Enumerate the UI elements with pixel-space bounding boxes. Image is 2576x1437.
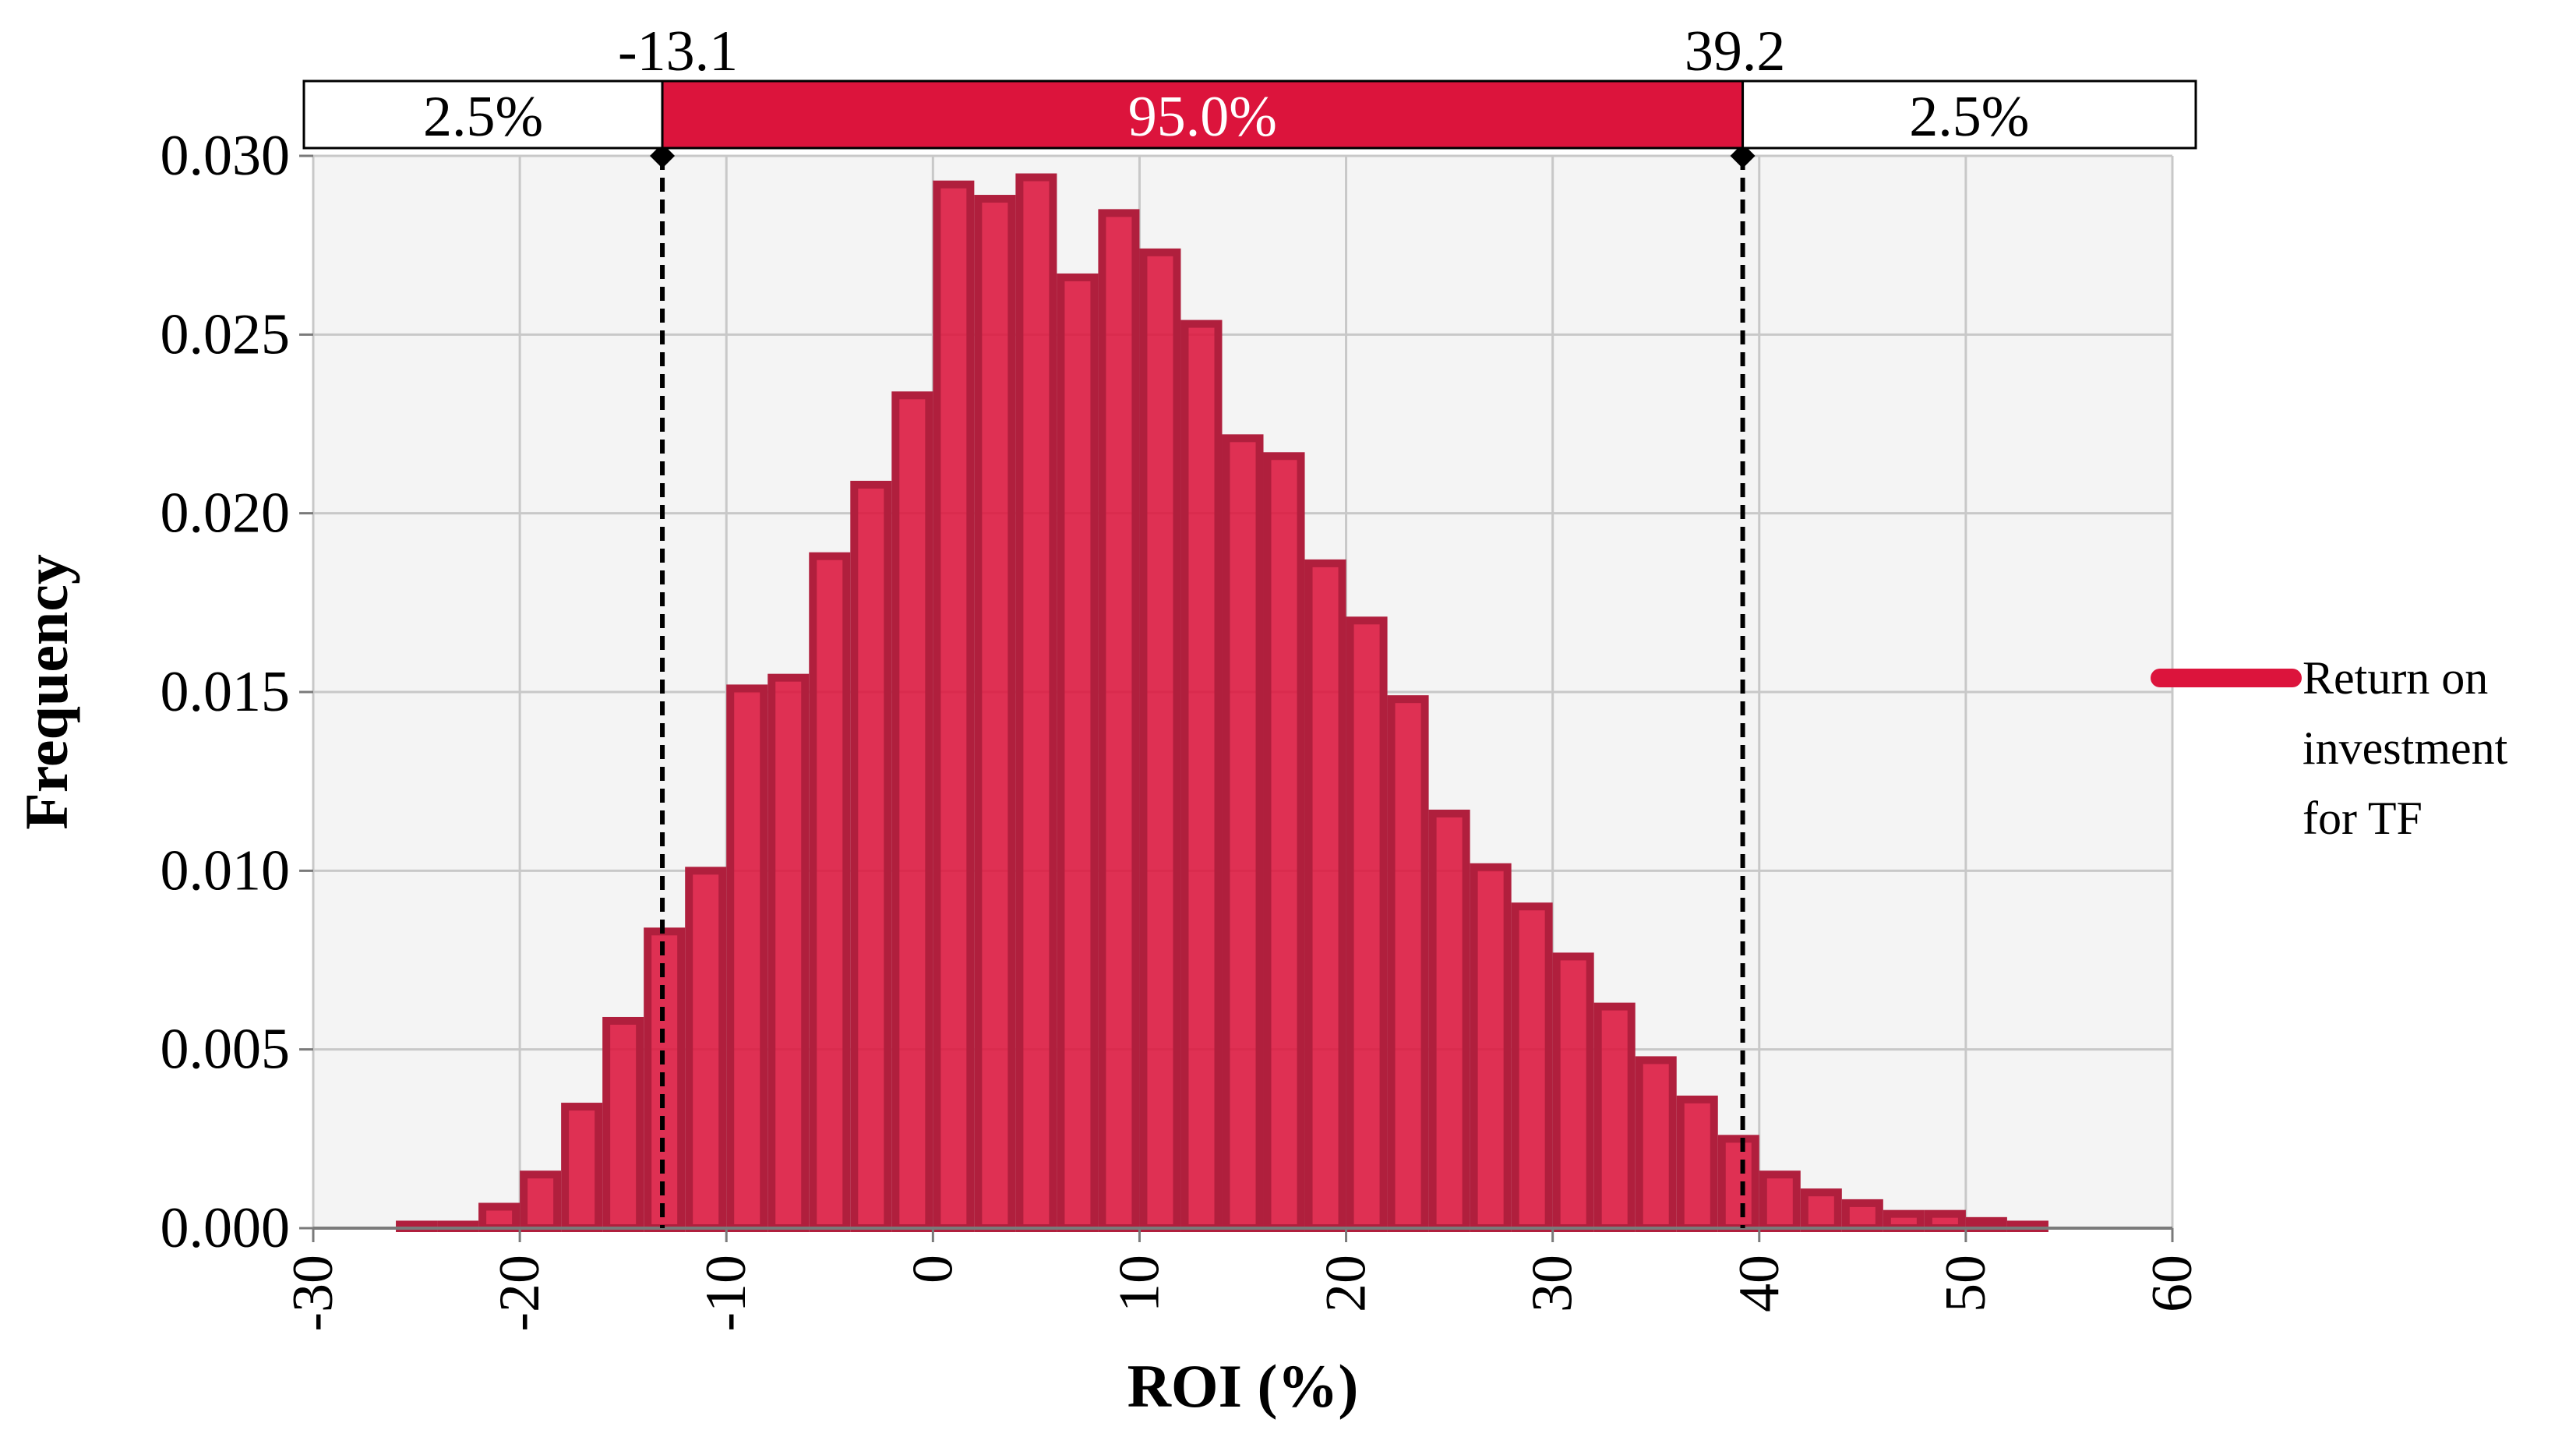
- histogram-bar: [1511, 902, 1553, 1232]
- x-tick-label: 60: [2140, 1255, 2204, 1312]
- histogram-bar: [561, 1103, 603, 1233]
- histogram-bar: [891, 391, 933, 1233]
- reference-lines: [650, 143, 1756, 1228]
- band-right-segment: [1741, 79, 2197, 150]
- legend-label-line-3: for TF: [2303, 793, 2422, 844]
- histogram-bar: [1924, 1209, 1966, 1232]
- histogram-bar: [1428, 809, 1470, 1232]
- marker-upper-label: 39.2: [1685, 19, 1786, 83]
- histogram-bar: [520, 1170, 562, 1232]
- percentile-marker: [650, 143, 676, 168]
- x-tick-label: -30: [281, 1255, 345, 1332]
- x-tick-label: 20: [1314, 1255, 1378, 1312]
- histogram-bar: [1346, 616, 1388, 1232]
- histogram-bar: [602, 1016, 644, 1233]
- histogram-bar: [1057, 273, 1099, 1232]
- histogram-bar: [726, 684, 768, 1232]
- y-tick-label: 0.020: [161, 482, 291, 545]
- x-tick-label: -20: [488, 1255, 552, 1332]
- histogram-bar: [850, 480, 892, 1232]
- histogram-bar: [933, 180, 975, 1232]
- x-tick-label: 10: [1107, 1255, 1171, 1312]
- histogram-bar: [1800, 1188, 1842, 1232]
- histogram-bar: [1717, 1135, 1759, 1233]
- histogram-bar: [1263, 452, 1305, 1232]
- band-middle-segment: [661, 79, 1745, 150]
- histogram-bar: [1304, 559, 1346, 1232]
- histogram-bar: [1098, 209, 1140, 1232]
- histogram-bar: [1635, 1056, 1677, 1232]
- x-tick-label: 30: [1521, 1255, 1585, 1312]
- histogram-bar: [974, 195, 1016, 1232]
- x-tick-label: 50: [1934, 1255, 1998, 1312]
- y-axis-title: Frequency: [12, 554, 80, 830]
- histogram-bar: [1883, 1209, 1925, 1232]
- x-tick-label: 40: [1727, 1255, 1791, 1312]
- marker-lower-label: -13.1: [618, 19, 738, 83]
- histogram-bars: [313, 173, 2172, 1233]
- y-tick-label: 0.025: [161, 302, 291, 366]
- band-left-label: 2.5%: [423, 85, 543, 149]
- y-tick-label: 0.010: [161, 839, 291, 902]
- histogram-bar: [1470, 863, 1512, 1233]
- x-axis-title: ROI (%): [1127, 1352, 1359, 1420]
- percentile-marker: [1730, 143, 1756, 168]
- y-tick-label: 0.030: [161, 124, 291, 188]
- histogram-bar: [809, 552, 851, 1232]
- y-tick-label: 0.015: [161, 660, 291, 724]
- histogram-bar: [1139, 248, 1181, 1233]
- axis-ticks: 0.000 0.005 0.010 0.015 0.020 0.025 0.030 -30 -2…: [161, 124, 2205, 1332]
- histogram-bar: [1180, 320, 1223, 1232]
- legend: Return on investment for TF: [2151, 652, 2508, 844]
- x-tick-label: -10: [694, 1255, 758, 1332]
- y-tick-label: 0.005: [161, 1018, 291, 1082]
- histogram-bar: [1841, 1199, 1883, 1232]
- histogram-bar: [1387, 695, 1429, 1232]
- y-tick-label: 0.000: [161, 1196, 291, 1260]
- histogram-bar: [1676, 1095, 1718, 1232]
- legend-label-line-1: Return on: [2303, 652, 2488, 704]
- histogram-bar: [1593, 1002, 1636, 1233]
- histogram-bar: [1552, 952, 1594, 1232]
- histogram-bar: [478, 1202, 520, 1232]
- histogram-bar: [1759, 1170, 1801, 1232]
- histogram-bar: [1015, 173, 1057, 1232]
- x-tick-label: 0: [901, 1255, 965, 1283]
- histogram-bar: [1222, 434, 1264, 1232]
- percentile-band: 2.5% 95.0% 2.5% -13.1 39.2: [302, 19, 2197, 150]
- band-left-segment: [302, 79, 664, 150]
- band-middle-label: 95.0%: [1128, 85, 1277, 149]
- band-right-label: 2.5%: [1909, 85, 2029, 149]
- legend-label-line-2: investment: [2303, 722, 2508, 774]
- histogram-bar: [685, 867, 727, 1233]
- histogram-bar: [768, 673, 810, 1232]
